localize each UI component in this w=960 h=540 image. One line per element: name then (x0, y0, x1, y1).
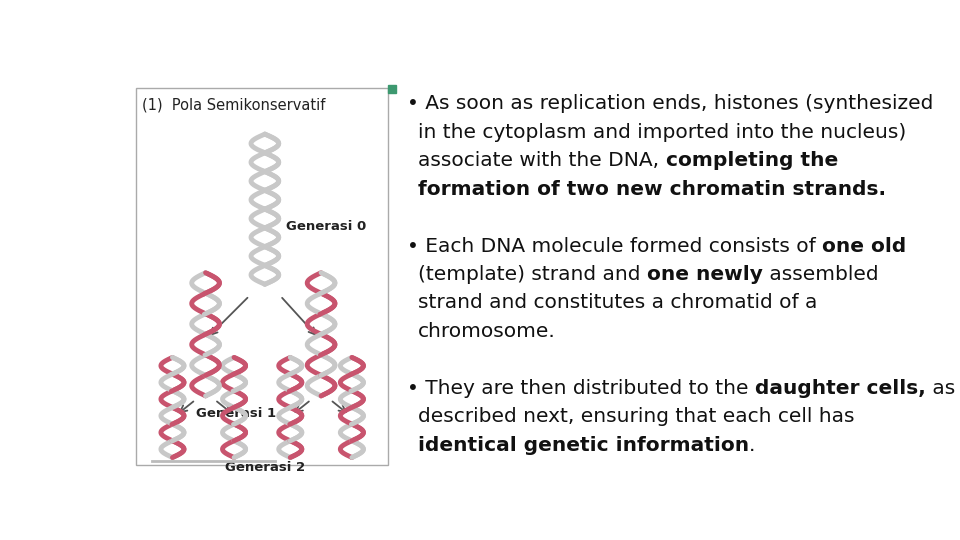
Text: associate with the DNA,: associate with the DNA, (418, 151, 665, 170)
Text: formation of two new chromatin strands.: formation of two new chromatin strands. (418, 179, 886, 199)
Text: in the cytoplasm and imported into the nucleus): in the cytoplasm and imported into the n… (418, 123, 906, 141)
Text: identical genetic information: identical genetic information (418, 436, 749, 455)
Text: completing the: completing the (665, 151, 838, 170)
Text: .: . (749, 436, 756, 455)
Text: Generasi 0: Generasi 0 (286, 220, 367, 233)
Text: one newly: one newly (647, 265, 763, 284)
Bar (136, 88, 388, 465)
Text: • They are then distributed to the: • They are then distributed to the (407, 379, 756, 398)
Text: (template) strand and: (template) strand and (418, 265, 647, 284)
Text: Generasi 2: Generasi 2 (225, 461, 305, 474)
Text: Generasi 1: Generasi 1 (196, 408, 276, 421)
Text: one old: one old (823, 237, 906, 255)
Text: chromosome.: chromosome. (418, 322, 556, 341)
Text: • As soon as replication ends, histones (synthesized: • As soon as replication ends, histones … (407, 94, 934, 113)
Text: • Each DNA molecule formed consists of: • Each DNA molecule formed consists of (407, 237, 823, 255)
Text: (1)  Pola Semikonservatif: (1) Pola Semikonservatif (142, 97, 325, 112)
Text: described next, ensuring that each cell has: described next, ensuring that each cell … (418, 408, 854, 427)
Text: daughter cells,: daughter cells, (756, 379, 926, 398)
Text: as: as (926, 379, 955, 398)
Text: strand and constitutes a chromatid of a: strand and constitutes a chromatid of a (418, 294, 818, 313)
Text: assembled: assembled (763, 265, 878, 284)
